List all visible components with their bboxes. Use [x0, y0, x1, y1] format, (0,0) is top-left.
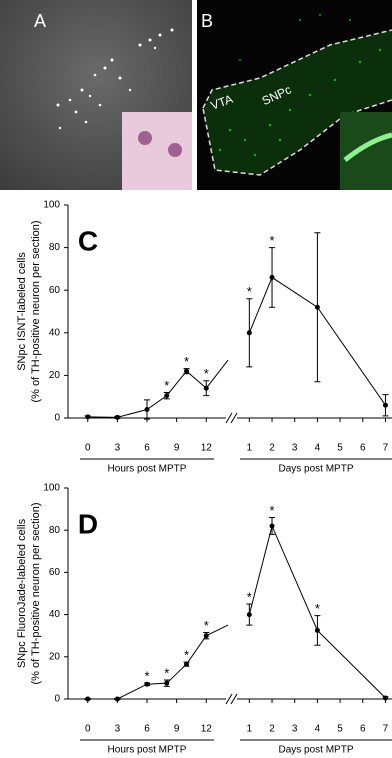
- image-a: A: [0, 0, 192, 190]
- x-tick-label: 6: [360, 443, 366, 454]
- significance-marker: *: [269, 503, 274, 518]
- x-tick-label: 7: [383, 724, 389, 735]
- data-point: [315, 628, 320, 633]
- significance-marker: *: [204, 366, 209, 381]
- data-line: [88, 636, 207, 699]
- y-tick-label: 20: [49, 651, 61, 662]
- x-tick-label: 2: [269, 443, 275, 454]
- significance-marker: *: [269, 233, 274, 248]
- x-tick-label: 3: [292, 443, 298, 454]
- data-point: [164, 393, 169, 398]
- image-b: B VTA SNPc: [197, 0, 392, 190]
- x-axis-title: Hours post MPTP: [108, 464, 187, 475]
- data-point: [315, 305, 320, 310]
- x-tick-label: 3: [115, 724, 121, 735]
- y-axis-title: (% of TH-positive neuron per section): [30, 503, 42, 685]
- x-tick-label: 1: [247, 724, 253, 735]
- data-point: [383, 403, 388, 408]
- x-tick-label: 9: [174, 724, 180, 735]
- y-tick-label: 20: [49, 370, 61, 381]
- x-tick-label: 9: [174, 443, 180, 454]
- panel-label: C: [78, 225, 98, 256]
- x-tick-label: 6: [144, 724, 150, 735]
- x-tick-label: 4: [315, 724, 321, 735]
- data-point: [164, 681, 169, 686]
- x-tick-label: 12: [201, 724, 213, 735]
- x-tick-label: 3: [115, 443, 121, 454]
- x-axis-title: Days post MPTP: [278, 464, 353, 475]
- y-tick-label: 60: [49, 567, 61, 578]
- y-tick-label: 80: [49, 525, 61, 536]
- y-axis-title: SNpc ISNT-labeled cells: [16, 252, 28, 371]
- data-point: [247, 612, 252, 617]
- data-point: [85, 697, 90, 702]
- significance-marker: *: [247, 589, 252, 604]
- significance-marker: *: [204, 618, 209, 633]
- x-tick-label: 4: [315, 443, 321, 454]
- connector: [206, 360, 228, 388]
- significance-marker: *: [184, 354, 189, 369]
- y-tick-label: 0: [54, 413, 60, 424]
- data-point: [115, 697, 120, 702]
- y-tick-label: 0: [54, 694, 60, 705]
- y-tick-label: 60: [49, 285, 61, 296]
- x-tick-label: 6: [144, 443, 150, 454]
- x-tick-label: 12: [201, 443, 213, 454]
- x-tick-label: 0: [85, 443, 91, 454]
- x-tick-label: 1: [247, 443, 253, 454]
- x-tick-label: 0: [85, 724, 91, 735]
- significance-marker: *: [164, 665, 169, 680]
- figure: A B VTA SNPc CSNpc ISNT-labeled cells(% …: [0, 0, 392, 758]
- data-point: [383, 695, 388, 700]
- data-point: [145, 407, 150, 412]
- y-tick-label: 40: [49, 327, 61, 338]
- y-tick-label: 100: [43, 483, 60, 494]
- x-tick-label: 5: [337, 443, 343, 454]
- y-tick-label: 80: [49, 242, 61, 253]
- data-point: [204, 633, 209, 638]
- data-point: [204, 386, 209, 391]
- y-axis-title: (% of TH-positive neuron per section): [30, 221, 42, 403]
- significance-marker: *: [164, 378, 169, 393]
- panel-label: A: [34, 11, 46, 31]
- y-axis-title: SNpc FluoroJade-labeled cells: [16, 518, 28, 668]
- panel-label: D: [78, 508, 98, 539]
- data-point: [115, 415, 120, 420]
- connector: [206, 625, 228, 636]
- panel-label: B: [201, 11, 213, 31]
- x-tick-label: 2: [269, 724, 275, 735]
- x-axis-title: Hours post MPTP: [108, 745, 187, 756]
- significance-marker: *: [247, 284, 252, 299]
- data-point: [247, 330, 252, 335]
- significance-marker: *: [315, 601, 320, 616]
- data-point: [85, 414, 90, 419]
- x-tick-label: 7: [383, 443, 389, 454]
- significance-marker: *: [144, 668, 149, 683]
- data-point: [270, 275, 275, 280]
- x-tick-label: 6: [360, 724, 366, 735]
- data-point: [270, 523, 275, 528]
- y-tick-label: 100: [43, 200, 60, 211]
- y-tick-label: 40: [49, 609, 61, 620]
- x-tick-label: 5: [337, 724, 343, 735]
- x-tick-label: 3: [292, 724, 298, 735]
- data-point: [184, 369, 189, 374]
- significance-marker: *: [184, 648, 189, 663]
- x-axis-title: Days post MPTP: [278, 745, 353, 756]
